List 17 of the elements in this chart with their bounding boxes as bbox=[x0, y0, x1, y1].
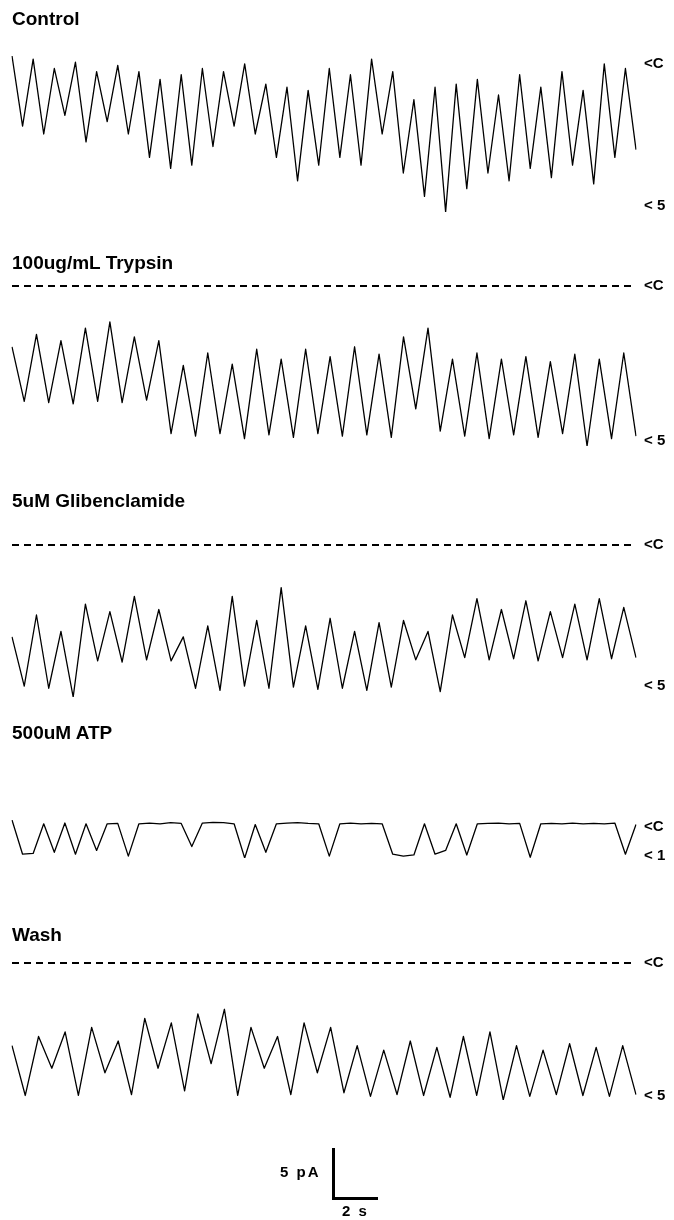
chart-title: 100ug/mL Trypsin bbox=[12, 252, 174, 274]
chart-title: Wash bbox=[12, 924, 62, 946]
text: <C bbox=[644, 54, 664, 71]
chart-title: 5uM Glibenclamide bbox=[12, 490, 186, 512]
text: < 5 bbox=[644, 196, 666, 213]
text: < 1 bbox=[644, 846, 666, 863]
ref-line-label: <C bbox=[644, 276, 664, 294]
text: < 5 bbox=[644, 676, 666, 693]
text: < 5 bbox=[644, 431, 666, 448]
chart-title: 500uM ATP bbox=[12, 722, 113, 744]
text: < 5 bbox=[644, 1086, 666, 1103]
ref-line-label: <C bbox=[644, 953, 664, 971]
text: 2 s bbox=[342, 1202, 369, 1219]
ref-line-label: <C bbox=[644, 535, 664, 553]
chart-title: Control bbox=[12, 8, 80, 30]
text: <C bbox=[644, 817, 664, 834]
text: 5 pA bbox=[280, 1163, 321, 1180]
